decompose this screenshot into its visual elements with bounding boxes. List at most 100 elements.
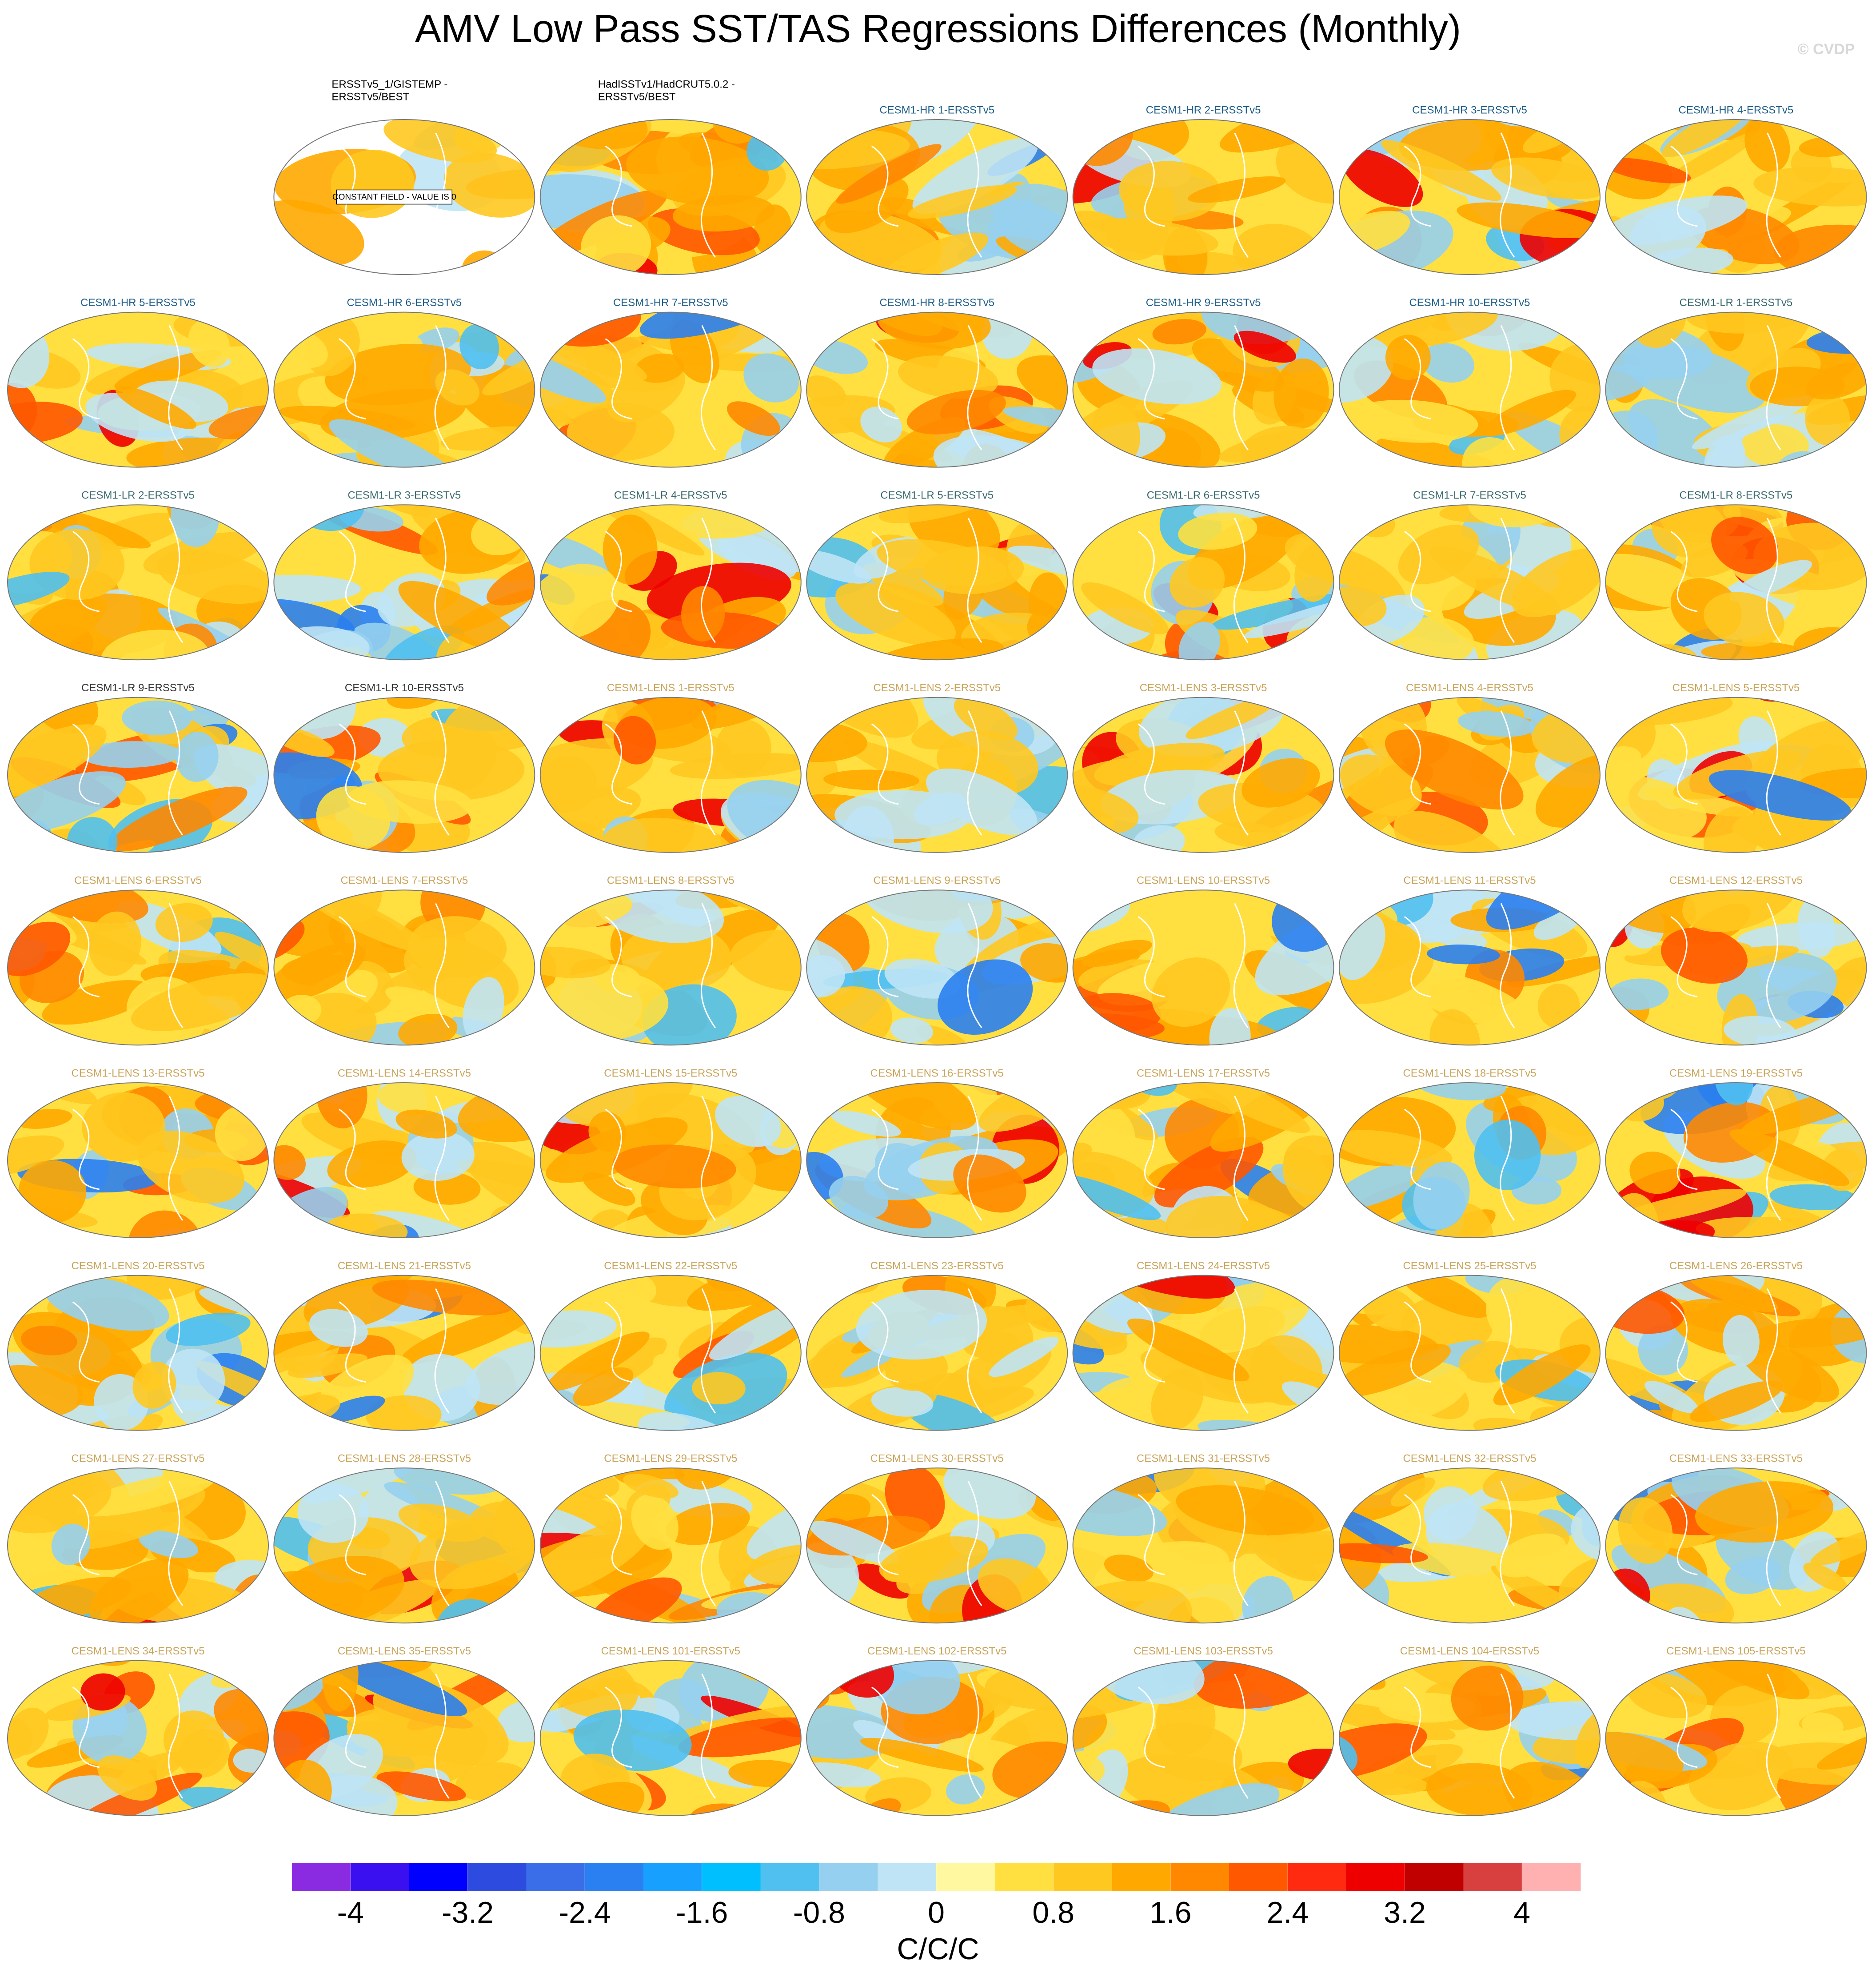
field-blob	[1704, 592, 1784, 647]
field-blob	[635, 353, 685, 383]
field-blob	[1618, 1497, 1673, 1564]
coastline	[434, 325, 450, 450]
coastline	[339, 338, 366, 420]
coastline	[871, 1494, 899, 1575]
coastline	[1233, 132, 1249, 258]
field-blob	[1073, 1482, 1167, 1536]
map-panel: CESM1-HR 4-ERSSTv5	[1605, 104, 1867, 275]
field-blob	[1081, 582, 1169, 634]
field-blob	[1405, 917, 1487, 948]
field-blob	[871, 1387, 934, 1417]
field-blob	[1176, 1485, 1314, 1535]
map-panel: CESM1-LENS 19-ERSSTv5	[1605, 1067, 1867, 1238]
field-blob	[1095, 1660, 1205, 1704]
map-field	[540, 697, 801, 853]
map-border	[7, 504, 269, 661]
coastline	[605, 530, 632, 612]
field-blob	[114, 350, 222, 390]
field-blob	[456, 1160, 535, 1196]
annotation-box	[336, 189, 453, 205]
map-panel: CESM1-LENS 4-ERSSTv5	[1339, 682, 1601, 853]
field-blob	[715, 1096, 782, 1147]
coastline	[434, 1288, 450, 1414]
field-blob	[890, 1017, 933, 1044]
coastline	[1500, 325, 1515, 450]
field-blob	[1119, 161, 1221, 221]
map-panel: HadISSTv1/HadCRUT5.0.2 -ERSSTv5/BEST	[539, 78, 802, 275]
field-blob	[1104, 1554, 1154, 1582]
colorbar-tick-label: -4	[337, 1896, 364, 1929]
field-blob	[110, 786, 247, 852]
map-border	[7, 889, 269, 1046]
map-panel: CESM1-LR 5-ERSSTv5	[806, 490, 1068, 661]
map-border	[539, 1275, 802, 1431]
panel-title: CESM1-LENS 15-ERSSTv5	[604, 1067, 737, 1079]
coastline	[967, 903, 982, 1028]
colorbar-tick-label: 2.4	[1267, 1896, 1309, 1929]
coastline	[339, 1301, 366, 1383]
panel-title: CESM1-LENS 35-ERSSTv5	[338, 1645, 471, 1657]
colorbar-box	[409, 1863, 468, 1891]
map-panel: CESM1-HR 9-ERSSTv5	[1072, 297, 1334, 468]
map-field	[806, 697, 1068, 853]
map-border	[1072, 1275, 1334, 1431]
coastline	[967, 518, 982, 643]
field-blob	[877, 539, 1008, 586]
map-border	[1605, 119, 1867, 275]
map-border	[1339, 1275, 1601, 1431]
coastline	[605, 1686, 632, 1768]
coastline	[1766, 1288, 1781, 1414]
field-blob	[80, 1673, 125, 1711]
field-blob	[408, 916, 507, 978]
field-blob	[1249, 1537, 1319, 1582]
panel-title: CESM1-LENS 20-ERSSTv5	[71, 1260, 204, 1272]
field-blob	[1457, 202, 1600, 239]
coastline	[168, 518, 184, 643]
map-field	[1339, 312, 1600, 467]
field-blob	[884, 232, 988, 275]
field-blob	[398, 1014, 458, 1045]
field-blob	[89, 1558, 189, 1623]
field-blob	[128, 1210, 203, 1238]
coastline	[967, 325, 982, 450]
field-blob	[806, 550, 871, 584]
colorbar-tick-label: -3.2	[442, 1896, 494, 1929]
panel-title: CESM1-LENS 26-ERSSTv5	[1669, 1260, 1803, 1272]
field-blob	[1140, 1348, 1274, 1404]
panel-title: ERSSTv5_1/GISTEMP -	[331, 78, 447, 90]
panel-title: CESM1-LR 3-ERSSTv5	[348, 490, 461, 502]
coastline	[700, 710, 716, 836]
map-border	[539, 697, 802, 853]
field-blob	[382, 625, 464, 660]
colorbar-box	[994, 1863, 1054, 1891]
field-blob	[1605, 158, 1691, 183]
map-field	[540, 120, 792, 275]
map-border	[1605, 504, 1867, 661]
coastline	[1233, 518, 1249, 643]
field-blob	[1339, 335, 1393, 403]
field-blob	[809, 1521, 899, 1564]
field-blob	[877, 312, 991, 349]
field-blob	[8, 402, 83, 445]
panel-title: CESM1-LENS 9-ERSSTv5	[873, 875, 1001, 887]
coastline	[1404, 916, 1431, 997]
field-blob	[1116, 1083, 1239, 1115]
field-blob	[1571, 1502, 1600, 1562]
field-blob	[670, 753, 801, 779]
coastline	[168, 903, 184, 1028]
field-blob	[1629, 1152, 1680, 1194]
field-blob	[1339, 1343, 1451, 1398]
field-blob	[540, 1310, 617, 1348]
coastline	[1138, 1108, 1165, 1190]
field-blob	[1073, 120, 1131, 130]
field-blob	[329, 1660, 467, 1716]
field-blob	[908, 185, 1017, 219]
coastline	[1670, 145, 1698, 227]
field-blob	[274, 574, 361, 604]
field-blob	[401, 1131, 475, 1181]
coastline	[605, 1301, 632, 1383]
coastline	[871, 338, 899, 420]
field-blob	[1701, 642, 1800, 660]
field-blob	[1339, 1156, 1437, 1210]
field-blob	[131, 973, 268, 1031]
